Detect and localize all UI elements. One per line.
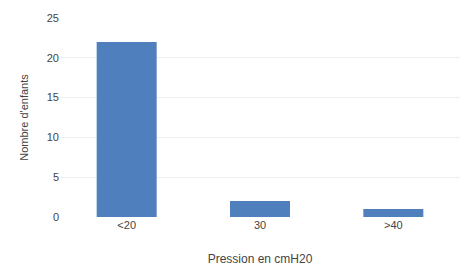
svg-text:15: 15 [47,91,59,103]
svg-text:<20: <20 [117,219,136,231]
svg-text:10: 10 [47,131,59,143]
svg-text:20: 20 [47,52,59,64]
svg-text:30: 30 [254,219,266,231]
svg-text:>40: >40 [384,219,403,231]
svg-text:Nombre d'enfants: Nombre d'enfants [18,74,30,161]
svg-text:5: 5 [53,171,59,183]
svg-text:Pression en cmH20: Pression en cmH20 [208,252,313,266]
svg-text:0: 0 [53,211,59,223]
svg-text:25: 25 [47,12,59,24]
